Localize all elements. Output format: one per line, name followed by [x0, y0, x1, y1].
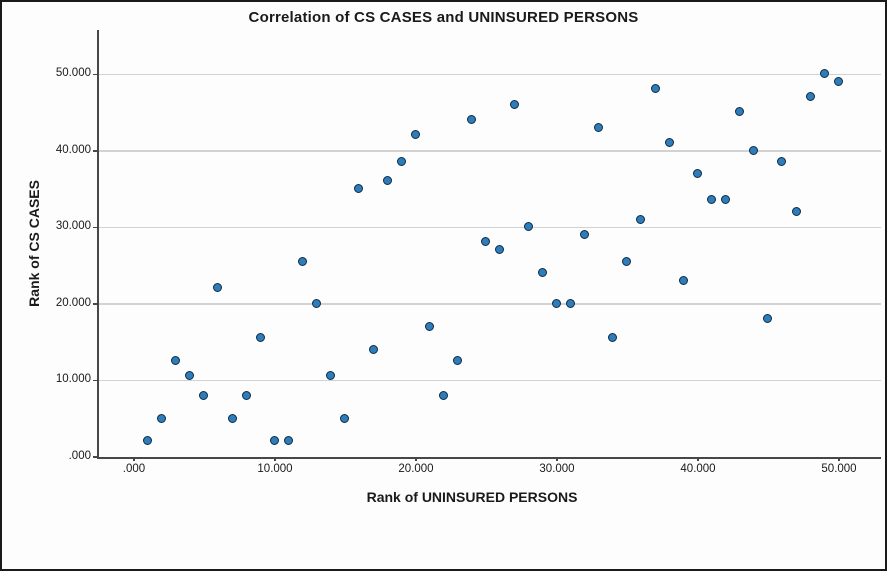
y-tick-mark: [93, 73, 97, 76]
x-tick-mark: [274, 457, 276, 461]
data-point: [157, 413, 166, 423]
data-point: [805, 92, 815, 102]
data-point: [213, 283, 223, 293]
data-point: [368, 344, 378, 354]
plot-area: .000 10.000 20.000 30.000 40.000 50.000 .000 10…: [56, 30, 881, 475]
chart-title: Correlation of CS CASES and UNINSURED PE…: [248, 9, 639, 26]
data-point: [565, 298, 575, 308]
y-tick-label: 20.000: [55, 296, 91, 309]
data-point: [580, 229, 589, 239]
data-point: [453, 356, 463, 366]
x-tick-mark: [415, 457, 417, 461]
x-tick-label: 30.000: [539, 463, 575, 475]
y-tick-label: 30.000: [55, 220, 91, 233]
data-point: [326, 371, 336, 381]
y-tick-mark: [93, 456, 97, 458]
data-point: [298, 256, 307, 266]
y-tick-mark: [93, 379, 97, 382]
data-point: [410, 130, 420, 140]
data-point: [142, 436, 152, 446]
x-axis-title: Rank of UNINSURED PERSONS: [366, 489, 578, 505]
y-gridline: [99, 73, 881, 75]
data-point: [481, 237, 491, 247]
data-point: [340, 413, 350, 423]
data-point: [551, 298, 561, 308]
data-point: [495, 245, 505, 255]
data-point: [241, 390, 251, 400]
data-point: [382, 176, 392, 186]
data-point: [791, 206, 801, 216]
data-point: [171, 356, 181, 366]
data-point: [692, 168, 702, 178]
y-tick-mark: [93, 150, 97, 152]
data-point: [721, 195, 730, 205]
data-point: [396, 157, 406, 167]
data-point: [749, 145, 759, 155]
x-tick-label: 10.000: [257, 463, 293, 475]
data-point: [509, 99, 519, 109]
y-axis-title: Rank of CS CASES: [22, 30, 46, 457]
data-point: [424, 321, 434, 331]
y-gridline: [99, 226, 881, 229]
y-tick-mark: [93, 303, 97, 305]
data-point: [439, 390, 448, 400]
y-gridline: [99, 379, 881, 382]
data-point: [227, 413, 237, 423]
data-point: [650, 84, 660, 94]
data-point: [467, 115, 477, 125]
data-point: [608, 333, 618, 343]
x-tick-mark: [556, 457, 558, 461]
x-tick-mark: [838, 457, 840, 461]
data-point: [777, 157, 787, 167]
data-point: [833, 76, 843, 86]
x-tick-label: 50.000: [821, 463, 857, 475]
x-tick-mark: [697, 457, 699, 461]
data-point: [537, 268, 547, 278]
data-point: [706, 195, 716, 205]
y-tick-mark: [93, 226, 97, 229]
data-point: [312, 298, 322, 308]
y-gridline: [99, 150, 881, 152]
x-tick-label: 40.000: [680, 463, 716, 475]
data-point: [763, 314, 773, 324]
data-point: [819, 69, 829, 79]
data-point: [664, 137, 674, 147]
y-tick-label: .000: [68, 450, 91, 462]
data-point: [678, 275, 688, 285]
data-point: [735, 107, 745, 117]
data-point: [255, 333, 265, 343]
x-tick-label: 20.000: [398, 463, 434, 475]
y-tick-label: 10.000: [55, 373, 91, 386]
data-point: [185, 371, 195, 381]
data-point: [283, 436, 293, 446]
y-tick-label: 40.000: [55, 143, 91, 156]
data-point: [269, 436, 279, 446]
data-point: [354, 183, 364, 193]
data-point: [636, 214, 646, 224]
data-point: [199, 390, 209, 400]
x-tick-mark: [133, 457, 135, 461]
y-axis-title-text: Rank of CS CASES: [26, 180, 42, 307]
data-point: [622, 256, 632, 266]
y-tick-label: 50.000: [55, 67, 91, 80]
data-point: [594, 122, 604, 132]
data-point: [523, 222, 533, 232]
x-tick-label: .000: [122, 463, 146, 475]
y-gridline: [99, 303, 881, 305]
